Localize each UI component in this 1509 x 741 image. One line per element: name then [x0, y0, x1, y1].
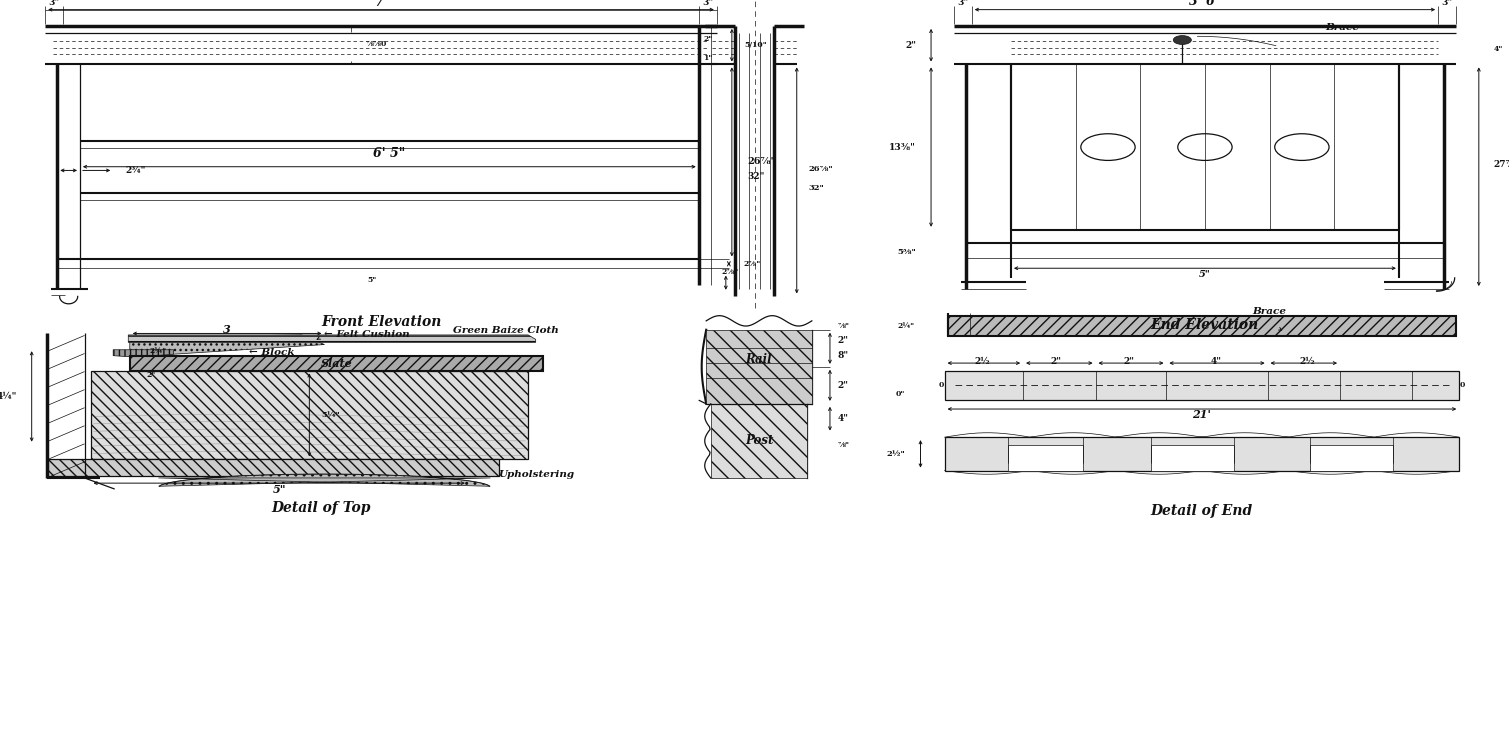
Text: 2": 2" — [1123, 357, 1135, 366]
Text: ← Block: ← Block — [249, 348, 294, 357]
Text: 2": 2" — [1050, 357, 1062, 366]
Text: 5": 5" — [273, 484, 285, 494]
Text: 27⅞": 27⅞" — [1494, 160, 1509, 170]
Text: 3": 3" — [957, 0, 969, 7]
Bar — [945, 437, 1459, 471]
Text: Green Baize Cloth: Green Baize Cloth — [453, 326, 558, 335]
Text: 0: 0 — [939, 382, 945, 389]
Text: 2½: 2½ — [975, 357, 990, 366]
Text: 3' 6": 3' 6" — [1189, 0, 1221, 8]
Text: 3: 3 — [223, 324, 231, 334]
Text: 2⅞": 2⅞" — [721, 268, 738, 276]
Bar — [1151, 445, 1234, 471]
Bar — [1008, 445, 1083, 471]
Text: Post: Post — [745, 434, 773, 448]
Text: 5": 5" — [1200, 270, 1210, 279]
Text: Detail of Top: Detail of Top — [272, 501, 371, 514]
Circle shape — [1174, 36, 1192, 44]
Text: Slate: Slate — [320, 358, 353, 368]
Text: 2": 2" — [837, 336, 848, 345]
Text: ⅞⅞0: ⅞⅞0 — [365, 40, 388, 47]
Text: Upholstering: Upholstering — [498, 470, 573, 479]
Text: End Elevation: End Elevation — [1151, 318, 1259, 331]
Text: ← Felt Cushion: ← Felt Cushion — [324, 330, 410, 339]
Bar — [47, 459, 499, 476]
Text: 3": 3" — [48, 0, 60, 7]
Bar — [948, 316, 1456, 336]
Text: 4¼": 4¼" — [0, 392, 17, 401]
Text: 2": 2" — [146, 371, 155, 379]
Bar — [706, 330, 812, 404]
Text: 13⅜": 13⅜" — [889, 142, 916, 152]
Text: 5¼": 5¼" — [321, 411, 340, 419]
Text: ⅞": ⅞" — [837, 441, 850, 448]
Text: 21': 21' — [1192, 410, 1212, 420]
Text: Front Elevation: Front Elevation — [321, 316, 441, 329]
Text: 0: 0 — [1459, 382, 1465, 389]
Text: 2½: 2½ — [1299, 357, 1314, 366]
Text: 26⅞": 26⅞" — [747, 157, 776, 167]
Polygon shape — [158, 474, 490, 486]
Text: 7': 7' — [374, 0, 388, 9]
Polygon shape — [113, 350, 174, 357]
Text: 1": 1" — [703, 54, 712, 62]
Bar — [945, 370, 1459, 400]
Bar — [711, 404, 807, 478]
Polygon shape — [130, 335, 324, 354]
Text: 32": 32" — [809, 184, 824, 192]
Bar — [130, 356, 543, 370]
Text: 2¾": 2¾" — [125, 166, 146, 175]
Bar — [1310, 445, 1393, 471]
Text: 8": 8" — [837, 351, 848, 360]
Text: 2⅞": 2⅞" — [744, 260, 761, 268]
Text: 4": 4" — [1494, 45, 1503, 53]
Text: 4": 4" — [837, 414, 848, 423]
Text: 5": 5" — [367, 276, 377, 284]
Text: Brace: Brace — [1252, 307, 1287, 316]
Text: 0": 0" — [896, 391, 905, 398]
Text: 5/10": 5/10" — [744, 41, 767, 49]
Text: Brace: Brace — [1325, 23, 1360, 32]
Text: 5⅜": 5⅜" — [898, 248, 916, 256]
Text: 2¼": 2¼" — [149, 348, 167, 355]
Text: Detail of End: Detail of End — [1151, 505, 1252, 518]
Text: 26⅞": 26⅞" — [809, 165, 833, 173]
Text: 6' 5": 6' 5" — [373, 147, 406, 160]
Bar — [91, 370, 528, 459]
Text: 2¼": 2¼" — [898, 322, 914, 330]
Text: 2": 2" — [905, 41, 916, 50]
Text: 32": 32" — [747, 172, 765, 182]
Text: 3": 3" — [1441, 0, 1453, 7]
Text: ⅞": ⅞" — [837, 322, 850, 330]
Text: 4": 4" — [1210, 357, 1222, 366]
Text: 2": 2" — [837, 381, 848, 390]
Polygon shape — [128, 335, 536, 342]
Text: 2": 2" — [703, 36, 712, 43]
Text: Rail: Rail — [745, 353, 773, 366]
Text: 3": 3" — [702, 0, 714, 7]
Text: 2½": 2½" — [887, 450, 905, 458]
